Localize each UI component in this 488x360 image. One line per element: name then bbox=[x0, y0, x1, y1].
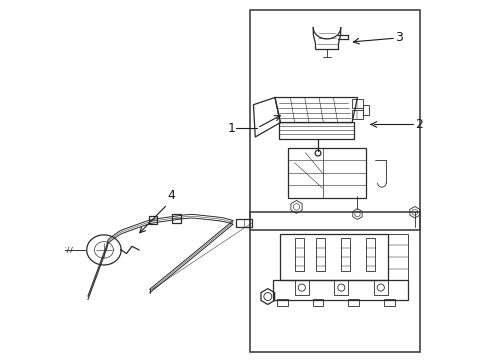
Bar bbox=[333, 280, 348, 295]
Bar bbox=[249, 212, 419, 352]
Text: 1: 1 bbox=[227, 122, 235, 135]
Bar bbox=[276, 299, 287, 306]
Bar bbox=[366, 238, 375, 271]
Text: 2: 2 bbox=[414, 118, 422, 131]
Bar bbox=[387, 234, 407, 280]
Bar bbox=[351, 99, 362, 108]
Text: 3: 3 bbox=[394, 31, 402, 45]
Bar bbox=[280, 234, 387, 280]
Bar bbox=[287, 148, 366, 198]
Bar bbox=[273, 280, 407, 300]
Bar bbox=[351, 110, 362, 119]
Bar bbox=[316, 238, 325, 271]
Bar bbox=[362, 105, 368, 116]
Bar bbox=[235, 219, 251, 227]
Bar bbox=[341, 238, 349, 271]
Bar bbox=[294, 238, 303, 271]
Bar bbox=[348, 299, 359, 306]
Bar bbox=[294, 280, 308, 295]
Bar bbox=[373, 280, 387, 295]
Bar bbox=[148, 216, 157, 225]
Bar bbox=[172, 214, 180, 223]
Bar bbox=[249, 10, 419, 230]
Text: 4: 4 bbox=[167, 189, 175, 202]
Bar bbox=[384, 299, 394, 306]
Bar bbox=[312, 299, 323, 306]
Bar bbox=[278, 122, 353, 139]
